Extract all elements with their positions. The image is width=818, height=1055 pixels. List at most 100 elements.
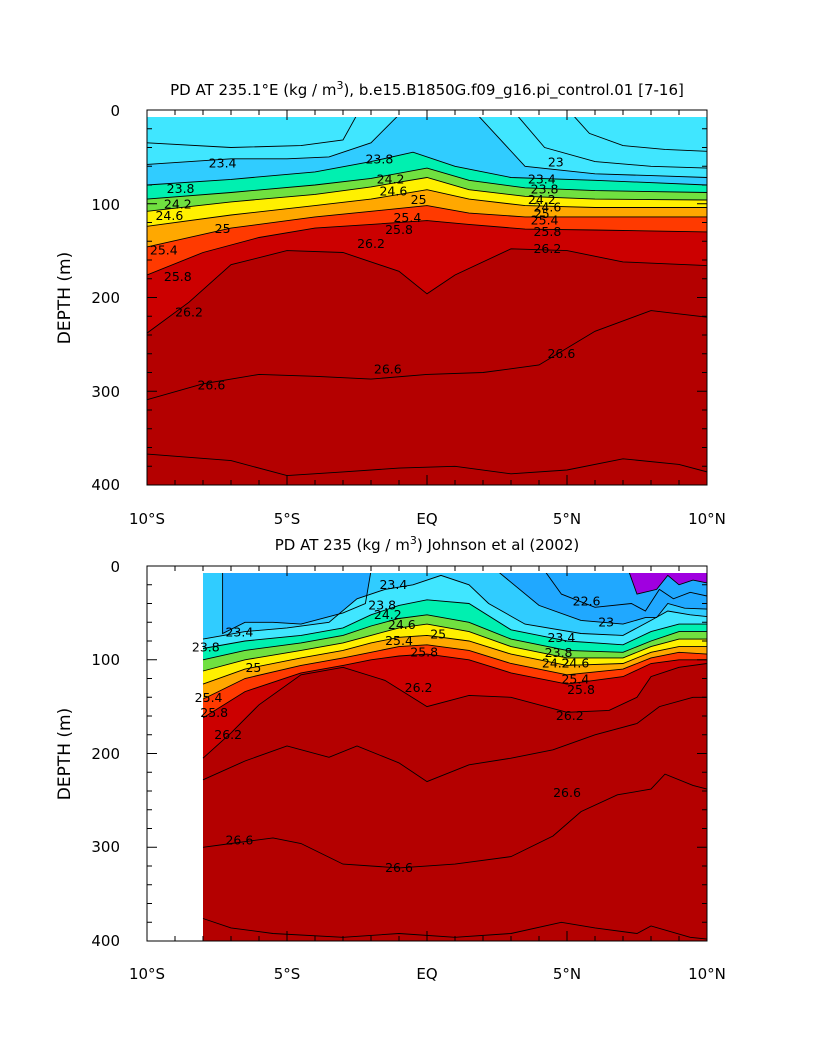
- fill-band-22.2: [629, 573, 707, 595]
- contour-line-26.8: [202, 918, 707, 940]
- contour-line-26.2: [147, 248, 707, 334]
- panel-bottom-ytick-200: 200: [91, 745, 120, 763]
- contour-label: 26.6: [553, 785, 581, 800]
- contour-line-25: [202, 634, 707, 685]
- contour-label: 23.8: [368, 597, 396, 612]
- panel-bottom-fill: [203, 573, 707, 941]
- contour-label: 26.2: [357, 236, 385, 251]
- panel-top-ytick-200: 200: [91, 289, 120, 307]
- contour-line-23: [517, 117, 707, 169]
- contour-label: 25.4: [195, 690, 223, 705]
- contour-label: 24.6: [561, 656, 589, 671]
- panel-bottom-title: PD AT 235 (kg / m3) Johnson et al (2002): [275, 534, 579, 554]
- panel-top-xtick-10s: 10°S: [129, 510, 165, 528]
- panel-top-ytick-300: 300: [91, 383, 120, 401]
- panel-top-ticks: [146, 109, 708, 486]
- contour-label: 25: [215, 221, 231, 236]
- contour-line-26.8: [147, 453, 707, 477]
- contour-label: 23.4: [528, 171, 556, 186]
- panel-top-fill: [147, 117, 707, 485]
- contour-label: 24.2: [374, 607, 402, 622]
- contour-label: 25.4: [385, 633, 413, 648]
- contour-label: 26.6: [385, 860, 413, 875]
- panel-bottom-xtick-10s: 10°S: [129, 965, 165, 983]
- contour-label: 24.2: [164, 197, 192, 212]
- contour-label: 26.2: [533, 241, 561, 256]
- contour-label: 23.4: [547, 630, 575, 645]
- fill-band-26.7: [203, 774, 707, 941]
- fill-band-23.4: [147, 117, 397, 165]
- contour-label: 25.4: [150, 243, 178, 258]
- contour-line-26.7: [202, 773, 707, 869]
- contour-label: 26.2: [405, 680, 433, 695]
- contour-label: 25.4: [531, 213, 559, 228]
- fill-band-26.6: [147, 310, 707, 485]
- contour-label: 23: [598, 614, 614, 629]
- contour-label: 26.6: [197, 378, 225, 393]
- contour-line-23.8: [202, 599, 707, 649]
- panel-bottom-xtick-10n: 10°N: [688, 965, 726, 983]
- panel-bottom-xtick-5s: 5°S: [274, 965, 301, 983]
- contour-line-22.6: [545, 573, 707, 612]
- contour-label: 26.2: [214, 727, 242, 742]
- contour-line-22.2: [628, 573, 707, 595]
- panel-top-xtick-10n: 10°N: [688, 510, 726, 528]
- contour-line-24.6: [147, 177, 707, 212]
- contour-line-23.8: [147, 151, 707, 186]
- contour-label: 25.8: [567, 682, 595, 697]
- panel-top-contour-lines: [147, 117, 707, 477]
- panel-top-ytick-0: 0: [110, 102, 120, 120]
- contour-label: 23.4: [379, 577, 407, 592]
- panel-bottom-ticks: [146, 565, 708, 942]
- panel-bottom-ylabel: DEPTH (m): [55, 708, 75, 800]
- panel-top-ylabel: DEPTH (m): [55, 252, 75, 344]
- contour-label: 25.8: [200, 705, 228, 720]
- contour-label: 25: [411, 192, 427, 207]
- contour-line-25: [147, 189, 707, 227]
- contour-label: 25.8: [533, 224, 561, 239]
- contour-line-22.6: [574, 117, 707, 152]
- contour-label: 25: [430, 626, 446, 641]
- contour-line-26.2: [202, 663, 707, 759]
- contour-label: 23.8: [167, 181, 195, 196]
- contour-line-24.6: [202, 623, 707, 672]
- panel-top-ytick-400: 400: [91, 476, 120, 494]
- contour-label: 22.6: [573, 594, 601, 609]
- contour-label: 24.2: [377, 171, 405, 186]
- contour-label: 23.8: [531, 182, 559, 197]
- panel-top-xtick-5s: 5°S: [274, 510, 301, 528]
- panel-bottom-contour-lines: [202, 573, 707, 940]
- contour-label: 25: [534, 206, 550, 221]
- fill-band-23.4: [479, 117, 707, 178]
- panel-bottom: PD AT 235 (kg / m3) Johnson et al (2002)…: [55, 534, 726, 983]
- panel-top: PD AT 235.1°E (kg / m3), b.e15.B1850G.f0…: [55, 79, 726, 528]
- panel-bottom-xtick-eq: EQ: [416, 965, 437, 983]
- contour-line-23.4: [478, 117, 707, 178]
- contour-label: 25.8: [164, 269, 192, 284]
- contour-label: 26.2: [556, 708, 584, 723]
- panel-bottom-ytick-100: 100: [91, 651, 120, 669]
- panel-bottom-ytick-0: 0: [110, 558, 120, 576]
- contour-line-23: [147, 117, 357, 148]
- panel-top-ytick-100: 100: [91, 196, 120, 214]
- contour-line-23.4: [147, 117, 398, 165]
- panel-bottom-contour-labels: 23.423.82525.425.826.226.623.423.824.224…: [192, 577, 614, 875]
- contour-label: 25: [245, 660, 261, 675]
- contour-label: 24.6: [155, 208, 183, 223]
- contour-label: 23.8: [192, 640, 220, 655]
- contour-label: 23.8: [545, 645, 573, 660]
- panel-bottom-ytick-400: 400: [91, 932, 120, 950]
- contour-label: 25.4: [393, 210, 421, 225]
- contour-line-25.8: [147, 220, 707, 276]
- contour-label: 26.6: [225, 833, 253, 848]
- contour-line-26.6: [202, 696, 707, 783]
- panel-top-xtick-5n: 5°N: [553, 510, 581, 528]
- panel-bottom-xtick-5n: 5°N: [553, 965, 581, 983]
- contour-label: 26.6: [374, 362, 402, 377]
- panel-top-contour-labels: 23.423.824.224.62525.425.826.226.623.824…: [150, 152, 575, 393]
- contour-label: 23: [548, 155, 564, 170]
- contour-label: 25.4: [561, 671, 589, 686]
- contour-label: 23.4: [225, 625, 253, 640]
- contour-line-24.2: [147, 167, 707, 200]
